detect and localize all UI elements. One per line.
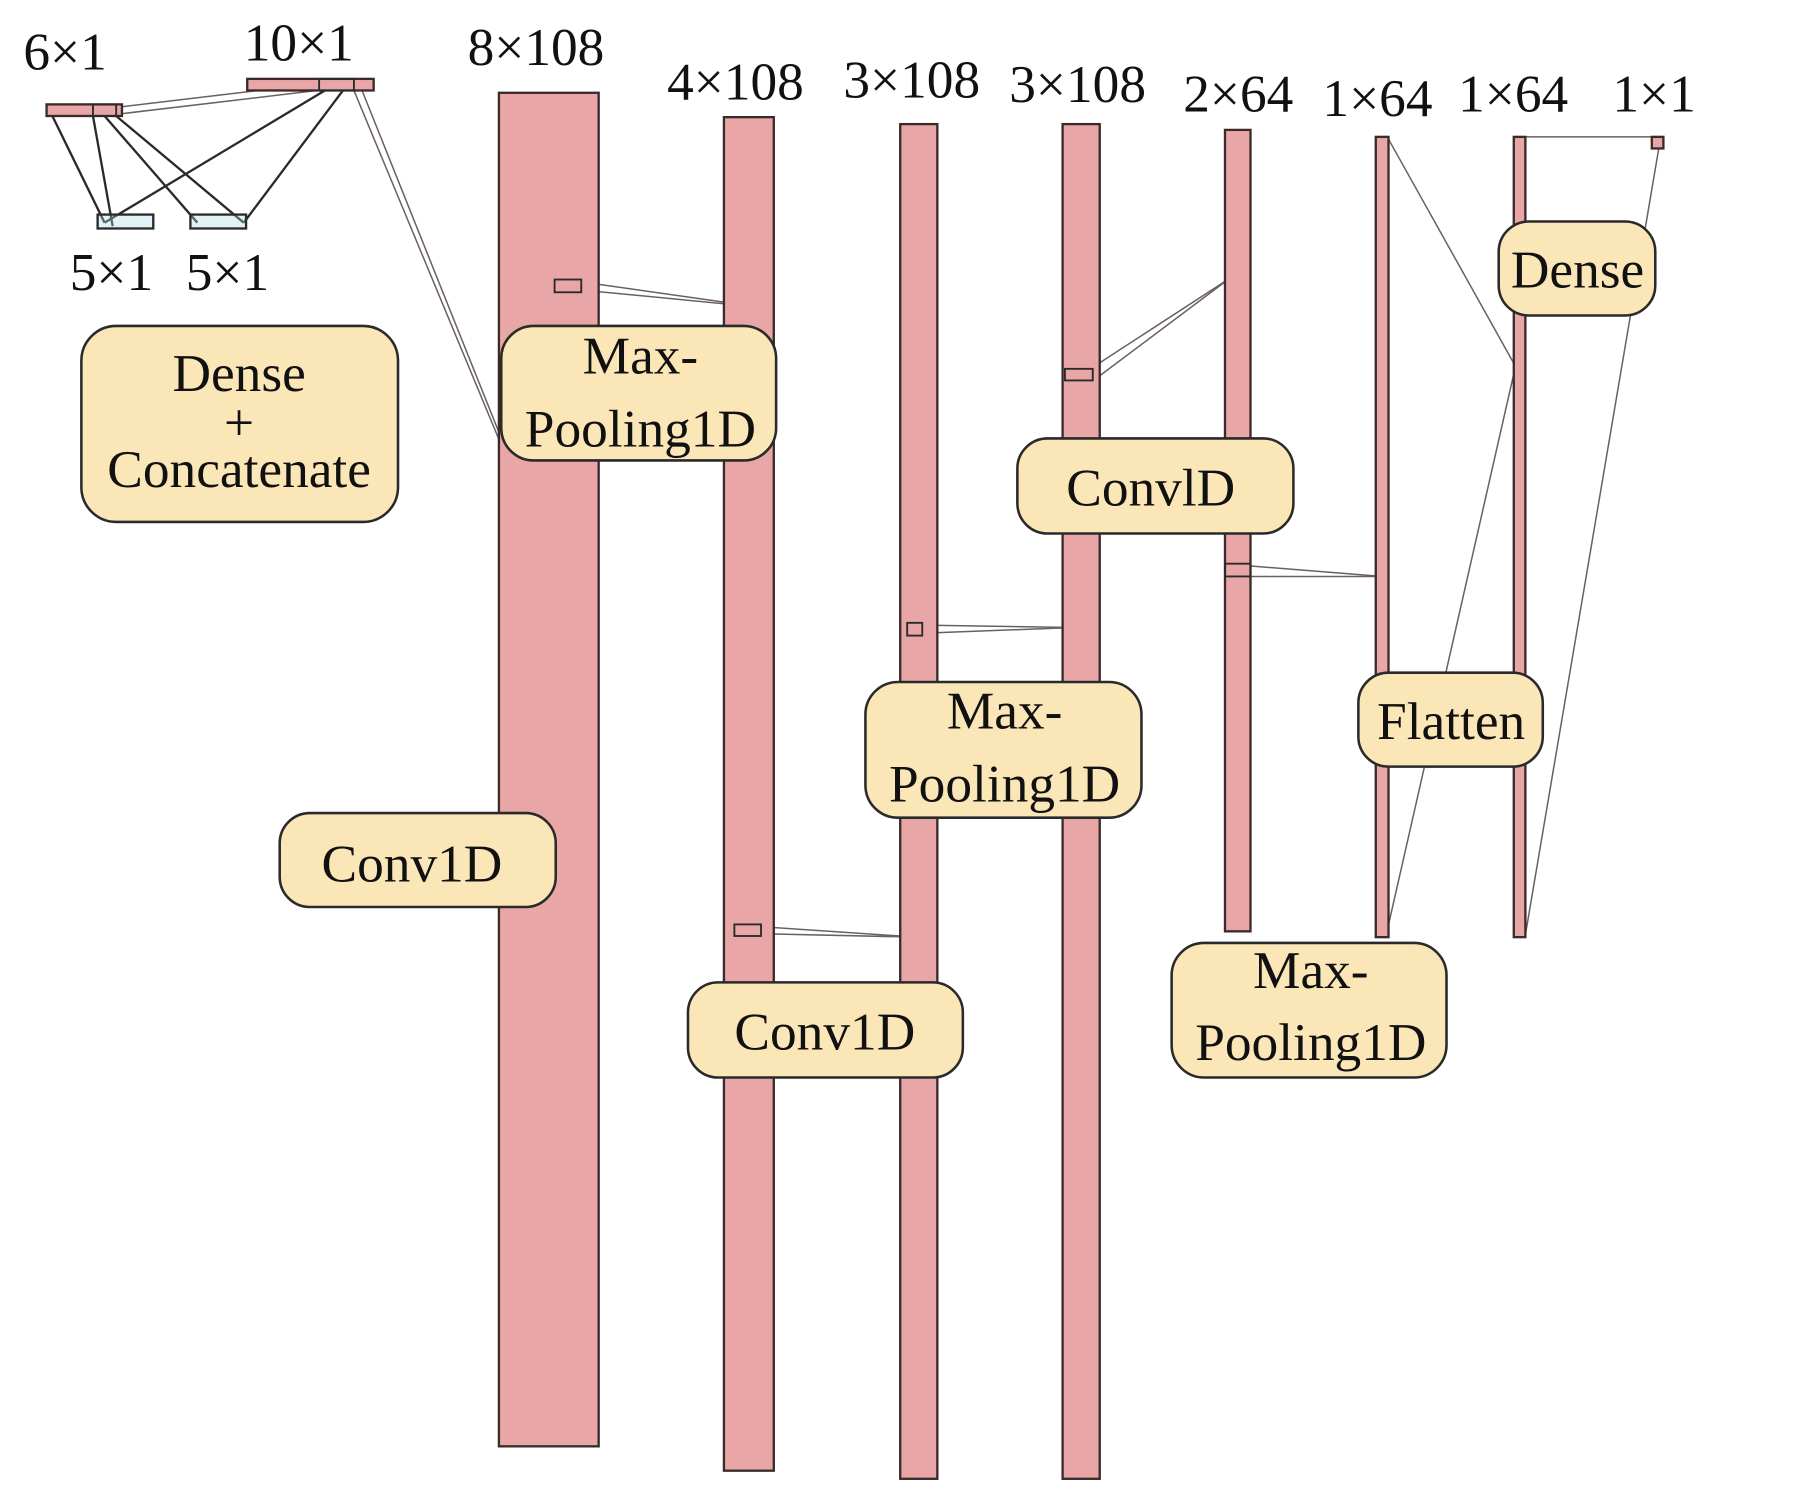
tensor-input-a bbox=[45, 103, 124, 118]
tensor-input-b bbox=[246, 77, 375, 92]
tensor-output bbox=[1650, 135, 1665, 150]
svg-text:Pooling1D: Pooling1D bbox=[889, 753, 1120, 813]
dim-label: 3×108 bbox=[843, 49, 980, 109]
svg-text:Conv1D: Conv1D bbox=[734, 1002, 915, 1062]
svg-text:Max-: Max- bbox=[1253, 940, 1369, 1000]
svg-text:Flatten: Flatten bbox=[1377, 691, 1525, 751]
layer-maxpooling-3: Max- Pooling1D bbox=[1170, 940, 1448, 1079]
dim-label: 6×1 bbox=[23, 22, 106, 82]
svg-text:Concatenate: Concatenate bbox=[107, 439, 371, 499]
svg-text:Pooling1D: Pooling1D bbox=[1195, 1012, 1426, 1072]
dim-label: 1×64 bbox=[1322, 68, 1432, 128]
tensor-conv1 bbox=[497, 91, 600, 1448]
dim-label: 4×108 bbox=[667, 52, 804, 112]
svg-text:Max-: Max- bbox=[947, 680, 1063, 740]
layer-maxpooling-1: Max- Pooling1D bbox=[499, 324, 778, 462]
dim-label: 3×108 bbox=[1009, 54, 1146, 114]
layer-maxpooling-2: Max- Pooling1D bbox=[864, 680, 1143, 819]
svg-text:Dense: Dense bbox=[172, 343, 305, 403]
dim-label: 5×1 bbox=[186, 242, 269, 302]
svg-text:Pooling1D: Pooling1D bbox=[525, 399, 756, 459]
layer-dense: Dense bbox=[1497, 220, 1657, 317]
layer-conv1d-2: Conv1D bbox=[686, 981, 965, 1079]
tensor-dense-out-b bbox=[189, 213, 248, 230]
dim-label: 5×1 bbox=[70, 242, 153, 302]
dim-label: 2×64 bbox=[1183, 63, 1293, 123]
tensor-pool1 bbox=[722, 115, 775, 1472]
dim-label: 1×1 bbox=[1612, 63, 1695, 123]
layer-conv1d-3: ConvlD bbox=[1016, 437, 1295, 535]
layer-dense-concatenate: Dense + Concatenate bbox=[80, 324, 400, 524]
tensor-flatten bbox=[1512, 135, 1527, 939]
dim-label: 10×1 bbox=[244, 12, 354, 72]
svg-text:ConvlD: ConvlD bbox=[1066, 458, 1235, 518]
tensor-dense-out-a bbox=[96, 213, 155, 230]
layer-flatten: Flatten bbox=[1357, 671, 1545, 768]
dim-label: 8×108 bbox=[468, 17, 605, 77]
svg-text:Max-: Max- bbox=[583, 325, 699, 385]
dim-label: 1×64 bbox=[1458, 63, 1568, 123]
svg-text:Dense: Dense bbox=[1511, 240, 1644, 300]
svg-text:+: + bbox=[224, 393, 254, 453]
tensor-pool3 bbox=[1374, 135, 1390, 939]
svg-text:Conv1D: Conv1D bbox=[322, 833, 503, 893]
layer-conv1d-1: Conv1D bbox=[278, 811, 558, 909]
